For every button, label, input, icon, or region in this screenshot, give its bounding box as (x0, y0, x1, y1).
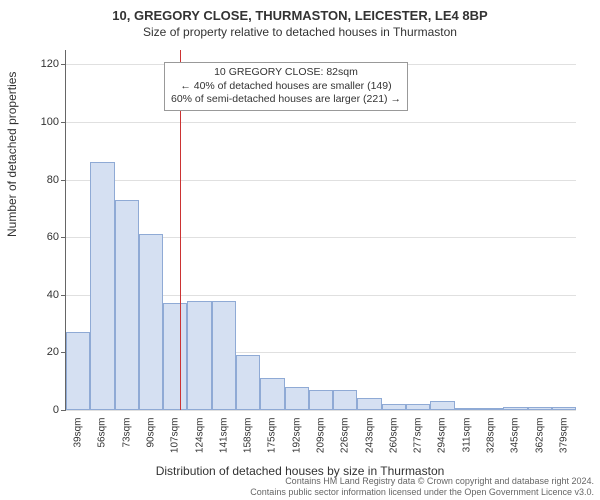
xtick-label: 294sqm (437, 418, 448, 468)
ytick-label: 100 (29, 116, 59, 128)
xtick-label: 192sqm (291, 418, 302, 468)
annotation-box: 10 GREGORY CLOSE: 82sqm ← 40% of detache… (164, 62, 408, 111)
xtick-label: 243sqm (364, 418, 375, 468)
plot-area: 10 GREGORY CLOSE: 82sqm ← 40% of detache… (65, 50, 576, 411)
xtick-label: 328sqm (486, 418, 497, 468)
ytick-label: 120 (29, 58, 59, 70)
y-axis-label: Number of detached properties (5, 72, 19, 237)
xtick-label: 39sqm (73, 418, 84, 468)
histogram-bar (90, 162, 114, 410)
xtick-label: 226sqm (340, 418, 351, 468)
histogram-bar (406, 404, 430, 410)
xtick-label: 277sqm (413, 418, 424, 468)
gridline (66, 410, 576, 411)
histogram-bar (66, 332, 90, 410)
gridline (66, 180, 576, 181)
xtick-label: 158sqm (243, 418, 254, 468)
histogram-bar (187, 301, 211, 410)
histogram-bar (357, 398, 381, 410)
histogram-bar (479, 408, 503, 410)
histogram-bar (285, 387, 309, 410)
chart-container: 10, GREGORY CLOSE, THURMASTON, LEICESTER… (0, 0, 600, 500)
ytick-label: 80 (29, 174, 59, 186)
histogram-bar (212, 301, 236, 410)
histogram-bar (430, 401, 454, 410)
xtick-label: 209sqm (316, 418, 327, 468)
xtick-label: 73sqm (121, 418, 132, 468)
ytick-label: 60 (29, 231, 59, 243)
annotation-line3: 60% of semi-detached houses are larger (… (171, 93, 401, 107)
xtick-label: 345sqm (510, 418, 521, 468)
histogram-bar (236, 355, 260, 410)
xtick-label: 362sqm (534, 418, 545, 468)
chart-subtitle: Size of property relative to detached ho… (0, 23, 600, 39)
xtick-label: 56sqm (97, 418, 108, 468)
xtick-label: 260sqm (388, 418, 399, 468)
histogram-bar (552, 407, 576, 410)
gridline (66, 122, 576, 123)
chart-title: 10, GREGORY CLOSE, THURMASTON, LEICESTER… (0, 0, 600, 23)
xtick-label: 379sqm (558, 418, 569, 468)
xtick-label: 124sqm (194, 418, 205, 468)
xtick-label: 175sqm (267, 418, 278, 468)
histogram-bar (455, 408, 479, 410)
xtick-label: 90sqm (146, 418, 157, 468)
attribution-line2: Contains public sector information licen… (250, 487, 594, 498)
histogram-bar (260, 378, 284, 410)
annotation-line1: 10 GREGORY CLOSE: 82sqm (171, 66, 401, 80)
xtick-label: 141sqm (218, 418, 229, 468)
histogram-bar (528, 407, 552, 410)
histogram-bar (163, 303, 187, 410)
xtick-label: 311sqm (461, 418, 472, 468)
ytick-label: 0 (29, 404, 59, 416)
histogram-bar (139, 234, 163, 410)
attribution-line1: Contains HM Land Registry data © Crown c… (250, 476, 594, 487)
attribution: Contains HM Land Registry data © Crown c… (250, 476, 594, 498)
histogram-bar (333, 390, 357, 410)
xtick-label: 107sqm (170, 418, 181, 468)
histogram-bar (115, 200, 139, 410)
histogram-bar (382, 404, 406, 410)
ytick-label: 20 (29, 346, 59, 358)
histogram-bar (503, 407, 527, 410)
histogram-bar (309, 390, 333, 410)
annotation-line2: ← 40% of detached houses are smaller (14… (171, 80, 401, 94)
ytick-label: 40 (29, 289, 59, 301)
